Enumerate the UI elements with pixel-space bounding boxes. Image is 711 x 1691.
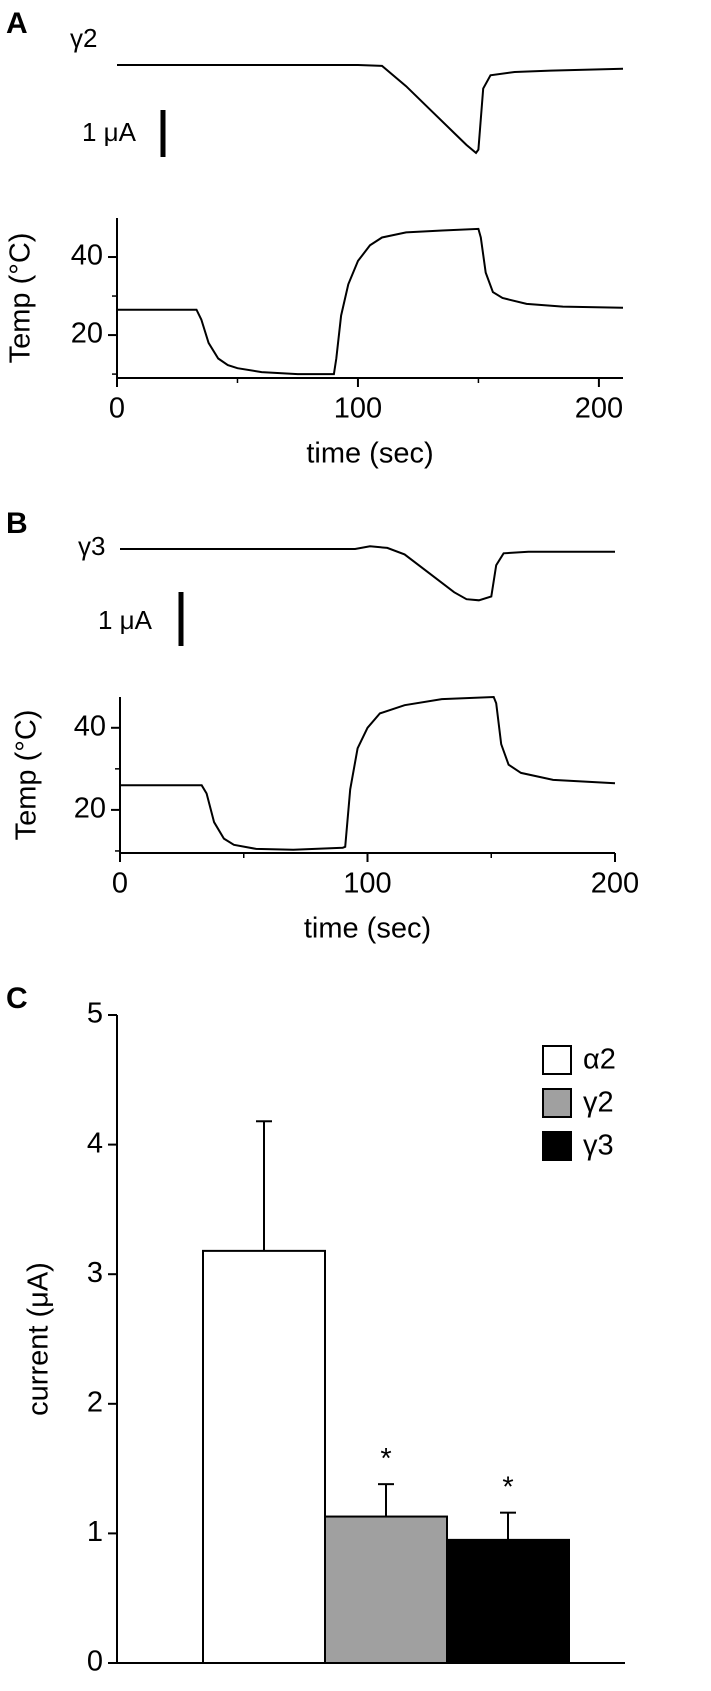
legend-swatch — [542, 1131, 572, 1161]
y-tick-label: 5 — [87, 998, 103, 1030]
bar — [324, 1515, 448, 1664]
legend-label: γ3 — [583, 1130, 614, 1162]
y-tick-label: 40 — [74, 710, 106, 742]
y-axis-label: Temp (°C) — [11, 710, 43, 841]
y-tick-label: 20 — [71, 318, 103, 350]
x-tick-label: 200 — [591, 868, 639, 900]
trace-name: γ2 — [70, 23, 97, 53]
panel-label: A — [6, 7, 28, 40]
y-tick-label: 20 — [74, 793, 106, 825]
x-tick-label: 0 — [109, 393, 125, 425]
bar — [446, 1538, 570, 1665]
scale-bar-label: 1 μA — [98, 605, 153, 635]
legend-label: α2 — [583, 1044, 616, 1076]
legend-swatch — [542, 1045, 572, 1075]
x-tick-label: 200 — [575, 393, 623, 425]
y-tick-label: 1 — [87, 1516, 103, 1548]
y-axis-label: Temp (°C) — [5, 233, 37, 364]
bar — [202, 1249, 326, 1664]
panel-label: C — [6, 982, 28, 1015]
y-tick-label: 4 — [87, 1127, 103, 1159]
y-tick-label: 2 — [87, 1386, 103, 1418]
x-axis-label: time (sec) — [306, 438, 433, 470]
y-tick-label: 0 — [87, 1646, 103, 1678]
significance: * — [502, 1471, 513, 1503]
legend-swatch — [542, 1088, 572, 1118]
x-tick-label: 100 — [334, 393, 382, 425]
current-trace — [120, 545, 615, 602]
scale-bar — [160, 110, 166, 157]
temperature-trace — [117, 227, 624, 376]
panel-label: B — [6, 507, 28, 540]
scale-bar — [178, 592, 184, 646]
current-trace — [117, 64, 624, 155]
temperature-trace — [120, 695, 616, 851]
y-tick-label: 40 — [71, 240, 103, 272]
x-tick-label: 100 — [343, 868, 391, 900]
y-axis-label: current (μA) — [23, 1262, 55, 1416]
significance: * — [380, 1443, 391, 1475]
y-tick-label: 3 — [87, 1257, 103, 1289]
scale-bar-label: 1 μA — [82, 117, 137, 147]
trace-name: γ3 — [78, 531, 105, 561]
x-axis-label: time (sec) — [304, 913, 431, 945]
x-tick-label: 0 — [112, 868, 128, 900]
legend-label: γ2 — [583, 1087, 614, 1119]
